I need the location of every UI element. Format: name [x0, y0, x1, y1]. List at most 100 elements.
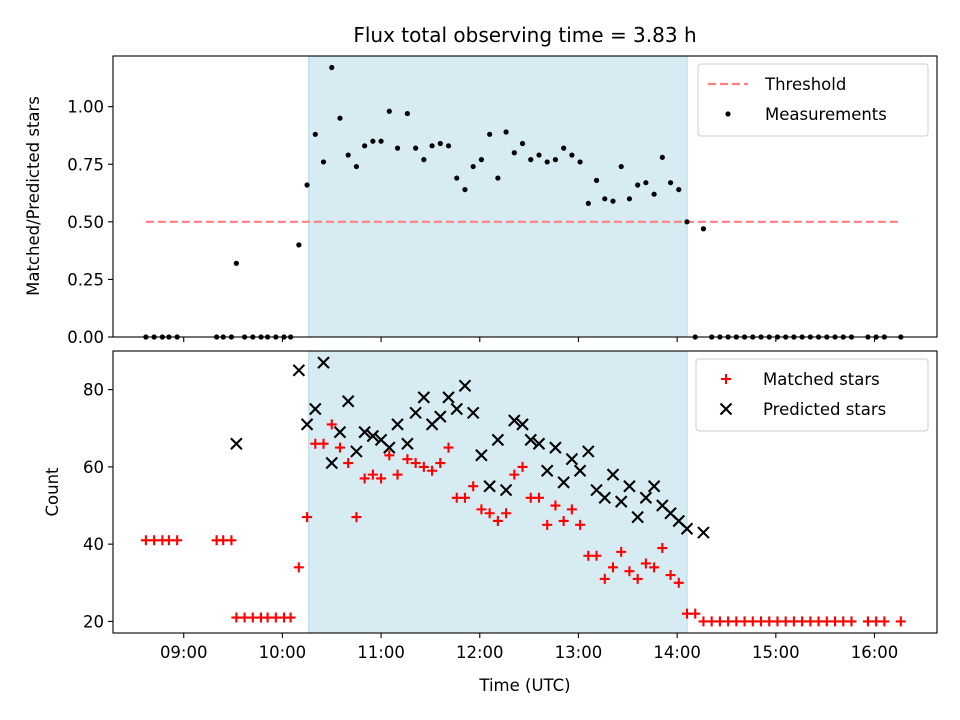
legend-box [695, 358, 929, 432]
measurements-point [345, 152, 351, 158]
legend-label: Threshold [764, 75, 846, 94]
measurements-point [421, 157, 427, 163]
predicted-stars-point [383, 441, 396, 454]
measurements-point [337, 115, 343, 121]
predicted-stars-point [358, 425, 371, 439]
matched-stars-point [575, 519, 586, 530]
measurements-point [454, 175, 460, 181]
measurements-point [676, 186, 682, 193]
measurements-point [528, 157, 534, 163]
ratio-y-tick-label: 0.25 [67, 270, 104, 289]
x-axis-label: Time (UTC) [478, 676, 570, 695]
x-tick-label: 14:00 [653, 643, 701, 662]
matched-stars-point [427, 465, 438, 476]
x-tick-label: 15:00 [752, 643, 800, 662]
measurements-point [487, 131, 493, 137]
predicted-stars-point [491, 433, 505, 447]
predicted-stars-point [300, 418, 314, 431]
matched-stars-point [616, 546, 627, 557]
matched-stars-point [468, 481, 479, 492]
predicted-stars-point [540, 464, 554, 477]
matched-stars-point [566, 504, 577, 515]
predicted-stars-point [350, 445, 363, 458]
measurements-point [552, 157, 559, 163]
measurements-point [577, 159, 583, 165]
measurements-point [544, 159, 550, 165]
predicted-stars-point [333, 425, 347, 439]
matched-stars-point [318, 438, 329, 449]
measurements-point [618, 163, 624, 170]
matched-stars-point [418, 461, 429, 472]
matched-stars-point [443, 442, 454, 453]
measurements-point [643, 180, 649, 186]
matched-stars-point [384, 450, 395, 461]
matched-stars-point [343, 458, 354, 469]
measurements-point [651, 191, 657, 197]
predicted-stars-point [524, 433, 537, 447]
measurements-point [495, 175, 501, 181]
count-axes-frame [112, 350, 938, 634]
measurements-point [233, 260, 239, 266]
chart-title: Flux total observing time = 3.83 h [353, 23, 696, 47]
legend-predicted-swatch [719, 402, 733, 416]
matched-stars-point [533, 492, 544, 503]
measurements-point [610, 198, 616, 204]
legend-matched-swatch [721, 374, 731, 384]
predicted-stars-point [647, 479, 661, 493]
legend-box [697, 63, 929, 137]
predicted-stars-point [606, 468, 620, 481]
count-observing-window [308, 351, 688, 633]
measurements-point [394, 145, 401, 151]
predicted-stars-point [317, 356, 330, 369]
x-tick-label: 11:00 [357, 643, 405, 662]
measurements-point [378, 138, 384, 144]
predicted-stars-point [557, 476, 570, 489]
matched-stars-point [632, 573, 643, 584]
x-tick-label: 10:00 [259, 643, 307, 662]
predicted-stars-point [466, 406, 480, 420]
matched-stars-point [550, 500, 561, 511]
ratio-y-tick-label: 0.75 [67, 155, 104, 174]
predicted-stars-point [434, 410, 447, 423]
predicted-stars-point [341, 394, 355, 408]
ratio-y-tick-label: 0.50 [67, 213, 104, 232]
matched-stars-point [326, 419, 337, 430]
matched-stars-point [542, 519, 553, 530]
predicted-stars-point [450, 402, 463, 416]
matched-stars-point [895, 616, 906, 627]
matched-stars-point [624, 566, 635, 577]
measurements-point [470, 163, 476, 170]
predicted-stars-point [442, 391, 455, 404]
x-tick-label: 16:00 [851, 643, 899, 662]
measurements-point [503, 129, 509, 135]
x-tick-label: 12:00 [456, 643, 504, 662]
matched-stars-point [172, 535, 183, 546]
measurements-point [404, 110, 411, 117]
measurements-point [304, 182, 310, 188]
ratio-axes-frame [112, 55, 938, 338]
matched-stars-point [302, 512, 313, 523]
measurements-point [429, 143, 435, 149]
predicted-stars-point [391, 418, 404, 431]
measurements-point [478, 157, 485, 163]
count-legend: Matched stars Predicted stars [695, 358, 929, 432]
predicted-stars-point [309, 402, 322, 416]
predicted-stars-point [292, 364, 306, 377]
ratio-legend: Threshold Measurements [697, 63, 929, 137]
measurements-point [353, 163, 360, 170]
measurements-point [684, 219, 690, 225]
matched-stars-point [591, 550, 602, 561]
predicted-stars-point [516, 418, 529, 431]
legend-measurements-swatch [725, 111, 731, 117]
predicted-stars-point [623, 479, 636, 493]
matched-stars-point [376, 473, 387, 484]
measurements-point [585, 200, 591, 207]
count-panel: Count Time (UTC) 20 40 60 80 09:00 10:00 11:00… [43, 350, 938, 695]
measurements-point [511, 150, 517, 156]
predicted-stars-point [680, 522, 694, 535]
measurements-point [437, 140, 443, 147]
predicted-stars-point [639, 491, 653, 505]
count-y-tick-label: 40 [83, 535, 104, 554]
matched-stars-point [846, 616, 857, 627]
predicted-stars-point [483, 479, 496, 493]
